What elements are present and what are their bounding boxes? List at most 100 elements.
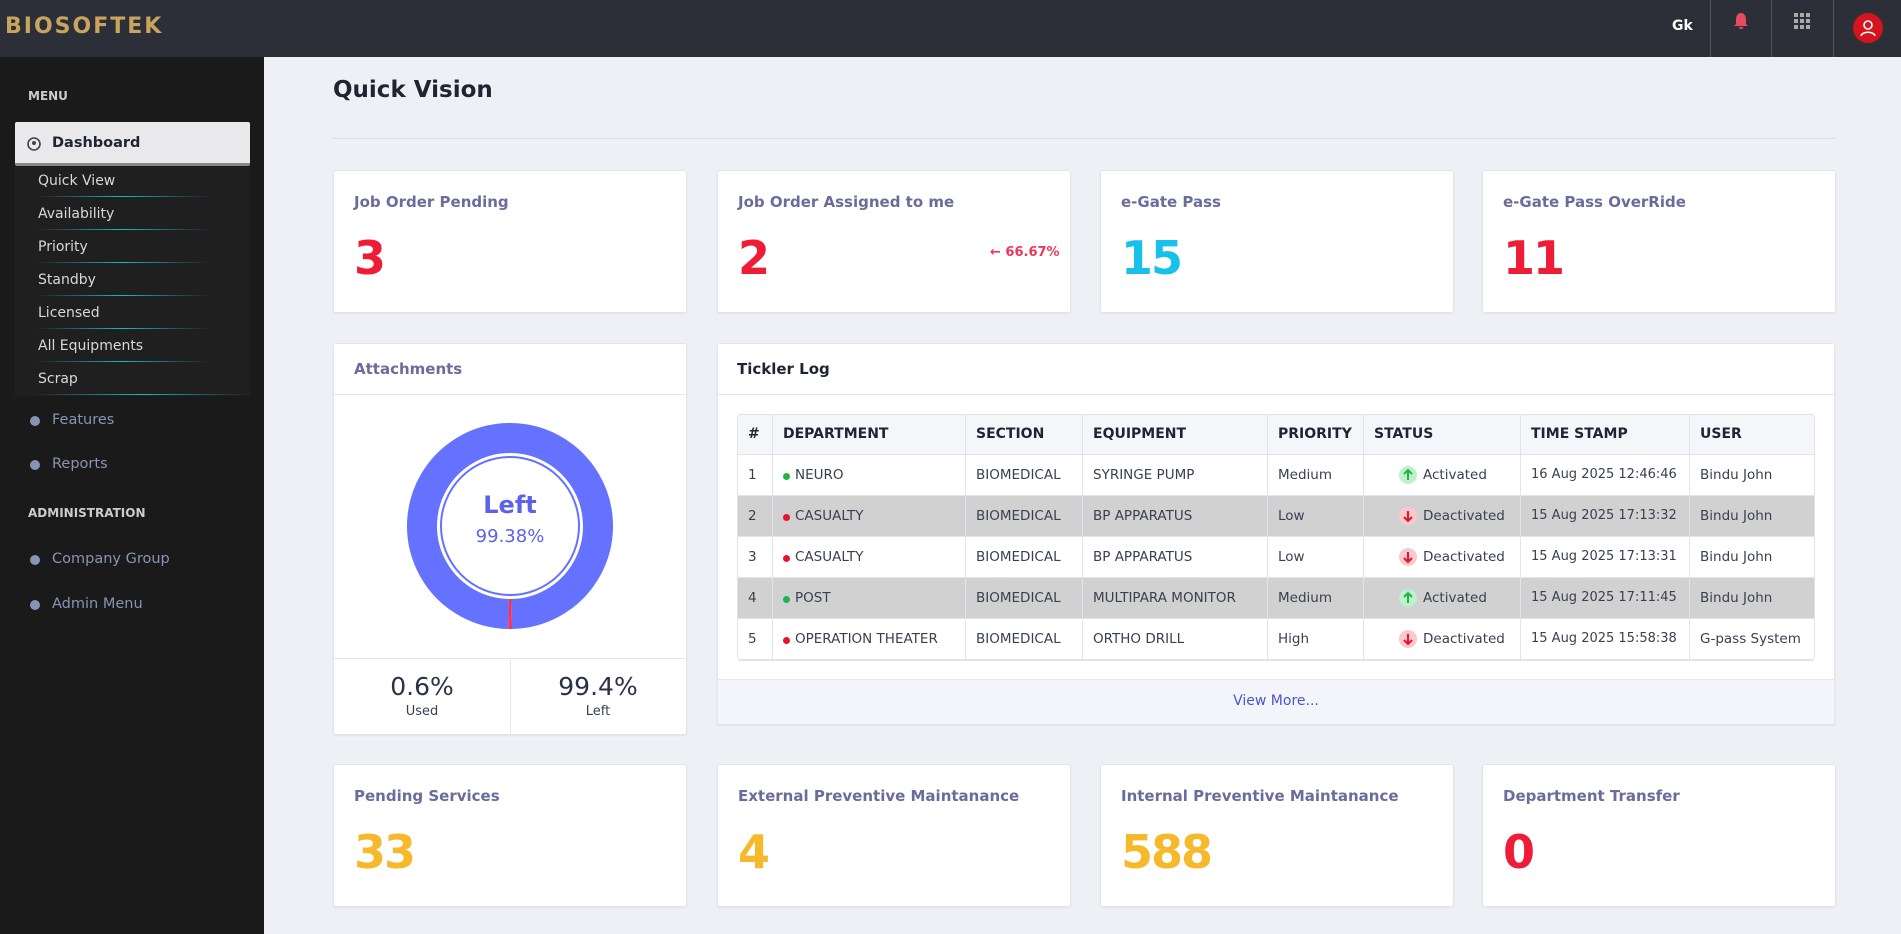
table-cell: BIOMEDICAL [976,508,1061,524]
menu-icon [30,600,40,610]
menu-icon [30,416,40,426]
cell-border [1520,619,1521,660]
stat-label: Used [405,704,439,719]
card-value: 2 [738,231,770,285]
status-dot [783,473,790,480]
divider [718,394,1834,395]
submenu-underline [35,295,210,296]
table-cell: Activated [1423,590,1487,606]
stat-value: 0.6% [390,672,454,701]
card-value: 11 [1503,231,1565,285]
cell-border [1520,537,1521,578]
table-cell: 16 Aug 2025 12:46:46 [1531,467,1677,482]
table-cell: BP APPARATUS [1093,549,1193,565]
submenu-underline [35,328,210,329]
table-cell: NEURO [795,467,844,483]
submenu-underline [35,361,210,362]
submenu-underline [35,262,210,263]
admin-heading: ADMINISTRATION [28,506,146,520]
page-title: Quick Vision [333,77,493,103]
cell-border [1082,496,1083,537]
table-cell: 15 Aug 2025 17:11:45 [1531,590,1677,605]
column-header-label: USER [1700,426,1742,442]
stat-card: e-Gate Pass OverRide 11 [1482,170,1836,313]
table-cell: Deactivated [1423,631,1505,647]
status-dot [783,637,790,644]
cell-border [772,537,773,578]
icon-shape [30,555,40,565]
submenu-underline [35,229,210,230]
status-dot [783,596,790,603]
cell-border [772,578,773,619]
card-value: 3 [354,231,386,285]
stat-card: Job Order Pending 3 [333,170,687,313]
column-header-label: PRIORITY [1278,426,1352,442]
submenu-item[interactable]: Scrap [38,371,78,387]
submenu-item[interactable]: All Equipments [38,338,144,354]
cell-border [1267,578,1268,619]
cell-border [1689,578,1690,619]
submenu-item[interactable]: Quick View [38,173,116,189]
table-cell: Deactivated [1423,508,1505,524]
status-icon [1399,466,1417,484]
status-icon [1399,589,1417,607]
menu-item[interactable]: Company Group [52,551,170,567]
stat-card: External Preventive Maintanance 4 [717,764,1071,907]
change-value: 66.67% [1005,245,1060,260]
table-cell: Low [1278,508,1305,524]
table-row [738,537,1814,578]
bell-icon[interactable] [1733,12,1749,30]
menu-heading: MENU [28,89,68,103]
card-title: e-Gate Pass [1121,193,1221,211]
stat-card: e-Gate Pass 15 [1100,170,1454,313]
stat-card: Pending Services 33 [333,764,687,907]
table-cell: 2 [748,508,757,524]
donut-inner-ring [440,456,580,596]
submenu-item[interactable]: Availability [38,206,115,222]
cell-border [965,619,966,660]
language[interactable]: Gk [1672,18,1693,34]
column-header-label: DEPARTMENT [783,426,889,442]
card-title: External Preventive Maintanance [738,787,1020,805]
column-header-label: EQUIPMENT [1093,426,1187,442]
card-title: Department Transfer [1503,787,1680,805]
menu-item[interactable]: Admin Menu [52,596,143,612]
table-cell: 3 [748,549,757,565]
column-header-label: SECTION [976,426,1045,442]
apps-icon[interactable] [1794,13,1810,29]
cell-border [1267,619,1268,660]
active-menu-item[interactable]: Dashboard [15,122,250,166]
submenu-item[interactable]: Standby [38,272,96,288]
table-cell: CASUALTY [795,508,864,524]
table: # DEPARTMENT SECTION EQUIPMENT PRIORITY STATU… [737,414,1815,661]
table-cell: CASUALTY [795,549,864,565]
submenu: Quick View Availability Priority Standby Lic… [15,167,250,396]
logo[interactable]: BIOSOFTEK [5,14,164,39]
menu-item[interactable]: Features [52,412,115,428]
view-more-link[interactable]: View More... [1233,693,1319,709]
cell-border [1363,578,1364,619]
submenu-item[interactable]: Licensed [38,305,100,321]
table-cell: POST [795,590,831,606]
cell-border [772,496,773,537]
cell-border [1267,537,1268,578]
cell-border [1689,455,1690,496]
table-cell: MULTIPARA MONITOR [1093,590,1236,606]
table-cell: BIOMEDICAL [976,549,1061,565]
table-cell: OPERATION THEATER [795,631,938,647]
table-row [738,578,1814,619]
cell-border [965,578,966,619]
stat-card: Department Transfer 0 [1482,764,1836,907]
stat-card: Internal Preventive Maintanance 588 [1100,764,1454,907]
table-cell: ORTHO DRILL [1093,631,1185,647]
table-cell: 15 Aug 2025 17:13:32 [1531,508,1677,523]
user-avatar[interactable] [1853,13,1883,43]
submenu-item[interactable]: Priority [38,239,88,255]
donut-center-name: Left [483,491,536,519]
column-header [1521,415,1690,455]
menu-item[interactable]: Reports [52,456,108,472]
divider [334,394,686,395]
icon-arrow [1403,552,1413,564]
column-header [1083,415,1268,455]
